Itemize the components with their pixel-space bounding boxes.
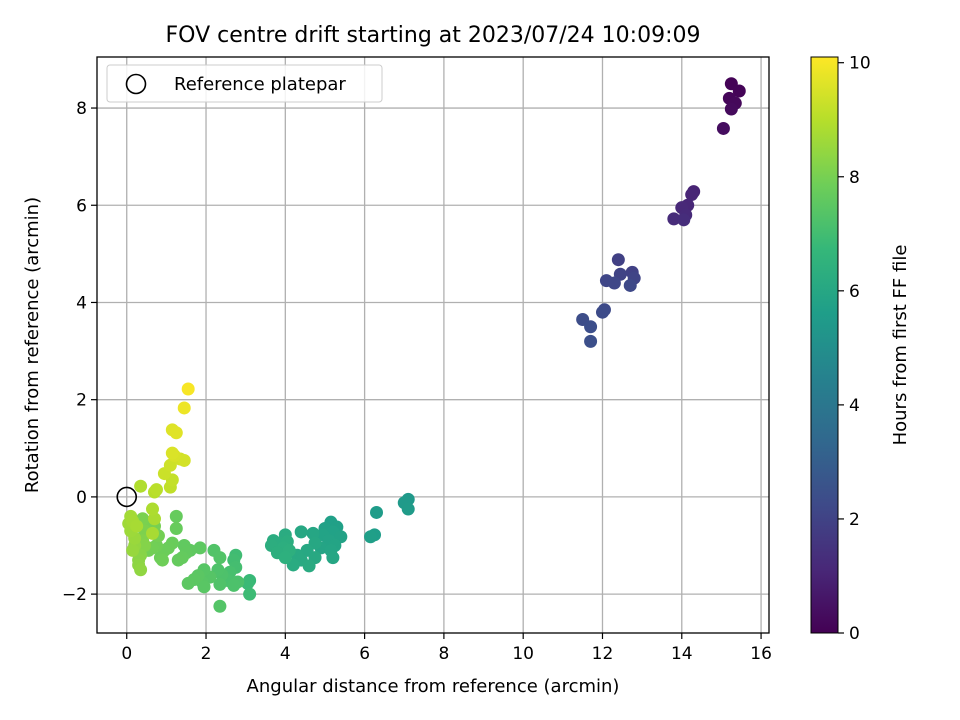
data-point bbox=[126, 543, 140, 557]
data-point bbox=[623, 278, 637, 292]
data-point bbox=[213, 599, 227, 613]
data-point bbox=[146, 502, 160, 516]
y-axis-ticks: −2 0 2 4 6 8 bbox=[62, 99, 97, 605]
y-tick-label: 8 bbox=[76, 99, 87, 119]
legend-open-circle-icon bbox=[125, 73, 147, 95]
data-point bbox=[227, 578, 241, 592]
data-point bbox=[134, 563, 148, 577]
data-point bbox=[370, 505, 384, 519]
y-tick-label: 4 bbox=[76, 293, 87, 313]
data-point bbox=[177, 453, 191, 467]
data-point bbox=[716, 121, 730, 135]
data-point bbox=[169, 521, 183, 535]
data-point bbox=[306, 526, 320, 540]
data-point bbox=[169, 426, 183, 440]
colorbar-tick-label: 10 bbox=[849, 54, 871, 74]
data-point bbox=[326, 551, 340, 565]
colorbar-tick-label: 6 bbox=[849, 282, 860, 302]
colorbar-tick-label: 0 bbox=[849, 624, 860, 644]
data-point bbox=[611, 253, 625, 267]
scatter-points bbox=[122, 77, 746, 613]
data-point bbox=[177, 401, 191, 415]
colorbar bbox=[810, 56, 839, 634]
data-point bbox=[294, 525, 308, 539]
x-tick-label: 10 bbox=[512, 644, 534, 664]
data-point bbox=[584, 320, 598, 334]
x-tick-label: 6 bbox=[359, 644, 370, 664]
data-point bbox=[155, 553, 169, 567]
data-point bbox=[243, 587, 257, 601]
x-tick-label: 2 bbox=[201, 644, 212, 664]
colorbar-ticks: 0 2 4 6 8 10 bbox=[838, 54, 871, 644]
data-point bbox=[163, 458, 177, 472]
data-point bbox=[197, 580, 211, 594]
data-point bbox=[213, 551, 227, 565]
data-point bbox=[130, 519, 144, 533]
data-point bbox=[134, 479, 148, 493]
data-point bbox=[364, 530, 378, 544]
colorbar-tick-label: 8 bbox=[849, 168, 860, 188]
data-point bbox=[169, 509, 183, 523]
data-point bbox=[138, 539, 152, 553]
data-point bbox=[213, 577, 227, 591]
colorbar-label: Hours from first FF file bbox=[890, 245, 911, 446]
data-point bbox=[595, 305, 609, 319]
data-point bbox=[302, 559, 316, 573]
data-point bbox=[584, 334, 598, 348]
legend: Reference platepar bbox=[106, 64, 383, 103]
plot-frame bbox=[96, 56, 770, 634]
data-point bbox=[181, 382, 195, 396]
data-point bbox=[607, 276, 621, 290]
data-point bbox=[724, 102, 738, 116]
y-axis-label: Rotation from reference (arcmin) bbox=[22, 197, 43, 493]
data-point bbox=[241, 576, 255, 590]
x-tick-label: 0 bbox=[121, 644, 132, 664]
legend-label: Reference platepar bbox=[174, 74, 346, 95]
colorbar-tick-label: 2 bbox=[849, 510, 860, 530]
data-point bbox=[278, 551, 292, 565]
legend-box bbox=[106, 64, 383, 103]
y-tick-label: 0 bbox=[76, 488, 87, 508]
data-point bbox=[146, 526, 160, 540]
x-tick-label: 12 bbox=[592, 644, 614, 664]
data-point bbox=[165, 446, 179, 460]
data-point bbox=[181, 576, 195, 590]
y-tick-label: −2 bbox=[62, 585, 87, 605]
data-point bbox=[667, 212, 681, 226]
x-tick-label: 16 bbox=[750, 644, 772, 664]
x-tick-label: 8 bbox=[438, 644, 449, 664]
data-point bbox=[677, 213, 691, 227]
reference-platepar-marker bbox=[116, 486, 138, 508]
x-tick-label: 14 bbox=[671, 644, 693, 664]
data-point bbox=[732, 84, 746, 98]
data-point bbox=[193, 541, 207, 555]
y-tick-label: 6 bbox=[76, 196, 87, 216]
data-point bbox=[171, 553, 185, 567]
data-point bbox=[147, 512, 161, 526]
x-axis-label: Angular distance from reference (arcmin) bbox=[247, 676, 620, 697]
y-tick-label: 2 bbox=[76, 391, 87, 411]
colorbar-tick-label: 4 bbox=[849, 396, 860, 416]
data-point bbox=[149, 483, 163, 497]
x-axis-ticks: 0 2 4 6 8 10 12 14 16 bbox=[121, 633, 772, 664]
data-point bbox=[685, 188, 699, 202]
x-tick-label: 4 bbox=[280, 644, 291, 664]
grid-lines bbox=[97, 57, 769, 633]
data-point bbox=[401, 502, 415, 516]
chart-title: FOV centre drift starting at 2023/07/24 … bbox=[166, 23, 701, 48]
